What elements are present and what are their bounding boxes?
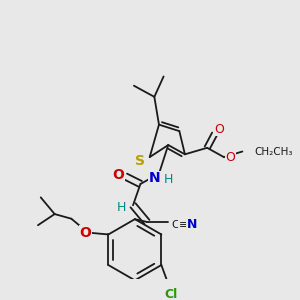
Text: N: N <box>148 171 160 185</box>
Text: H: H <box>117 201 127 214</box>
Text: O: O <box>79 226 91 240</box>
Text: C: C <box>171 220 179 230</box>
Text: CH₂CH₃: CH₂CH₃ <box>254 146 293 157</box>
Text: Cl: Cl <box>164 288 177 300</box>
Text: O: O <box>112 168 124 182</box>
Text: H: H <box>164 173 173 186</box>
Text: O: O <box>225 151 235 164</box>
Text: N: N <box>187 218 197 231</box>
Text: ≡: ≡ <box>178 220 188 230</box>
Text: S: S <box>135 154 146 168</box>
Text: O: O <box>214 123 224 136</box>
